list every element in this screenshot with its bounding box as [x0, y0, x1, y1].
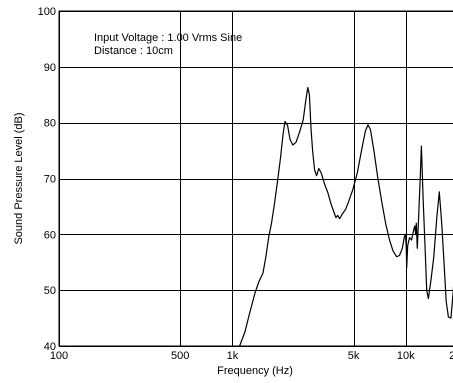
- y-tick-label: 80: [44, 118, 56, 130]
- x-tick-label: 5k: [348, 350, 360, 362]
- y-tick-label: 40: [44, 341, 56, 353]
- x-tick-label: 10k: [397, 350, 415, 362]
- annotation-text: Input Voltage : 1.00 Vrms Sine: [94, 32, 242, 44]
- plot-area: [239, 86, 453, 347]
- spl-response-line-0: [239, 86, 453, 347]
- x-tick-label: 20k: [449, 350, 453, 362]
- y-tick-label: 70: [44, 174, 56, 186]
- y-tick-label: 50: [44, 285, 56, 297]
- x-tick-label: 1k: [227, 350, 239, 362]
- y-tick-label: 90: [44, 62, 56, 74]
- annotation-text: Distance : 10cm: [94, 45, 173, 57]
- y-axis-ticks: 40 50 60 70 80 90 100: [38, 6, 56, 353]
- x-tick-label: 100: [50, 350, 68, 362]
- x-axis-ticks: 100 500 1k 5k 10k 20k: [50, 350, 453, 362]
- y-axis-label: Sound Pressure Level (dB): [13, 112, 25, 244]
- plot-frame: [58, 10, 453, 347]
- x-axis-label: Frequency (Hz): [217, 365, 293, 377]
- y-tick-label: 100: [38, 6, 56, 18]
- x-tick-label: 500: [171, 350, 189, 362]
- y-tick-label: 60: [44, 229, 56, 241]
- grid: [59, 11, 453, 347]
